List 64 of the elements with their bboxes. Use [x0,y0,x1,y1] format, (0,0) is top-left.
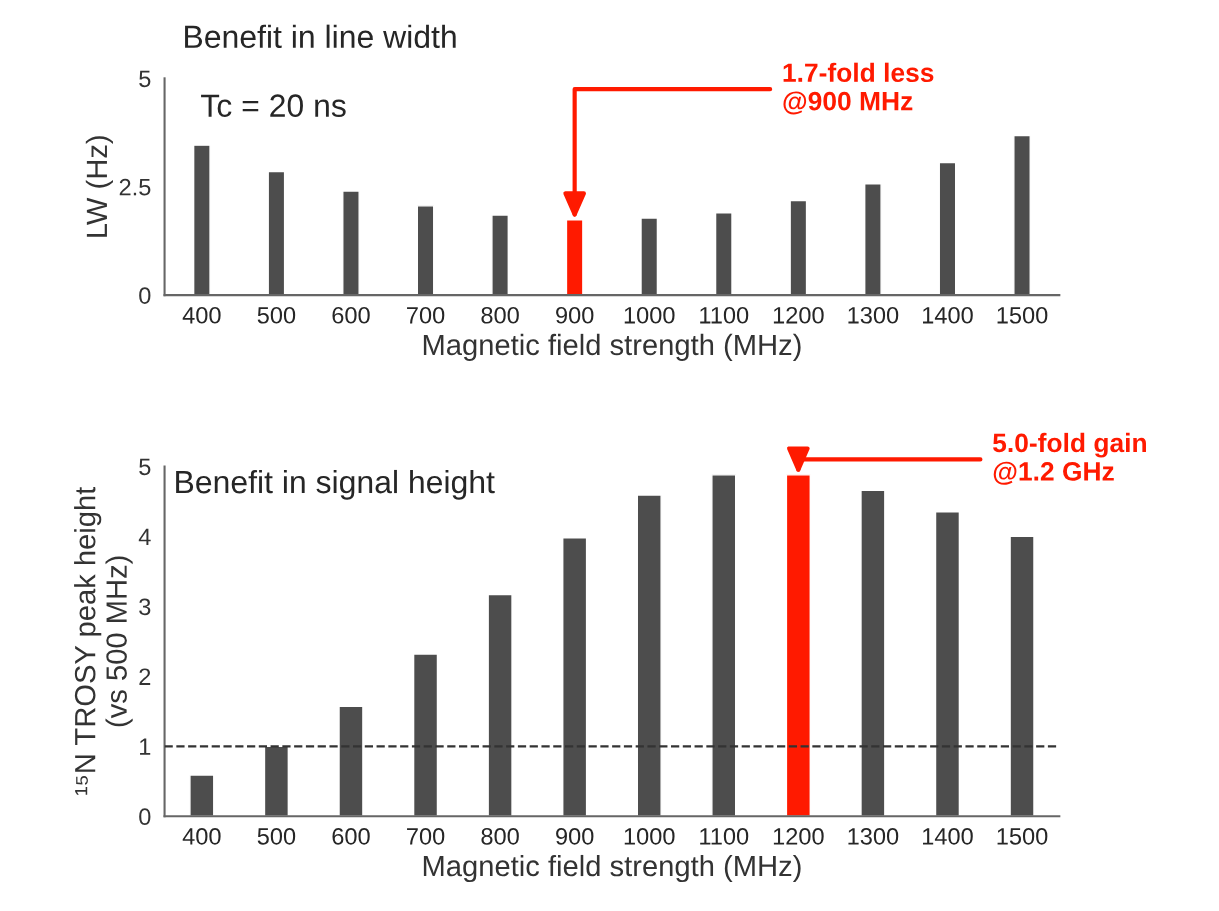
bar [714,212,733,296]
x-tick-label: 400 [182,827,221,845]
x-tick-label: 1500 [997,306,1048,324]
x-tick-label: 600 [332,306,370,324]
annotation: Tc = 20 ns [201,94,346,117]
bar [636,494,662,817]
x-axis-title: Magnetic field strength (MHz) [423,854,801,883]
x-tick-label: 900 [556,306,594,324]
bar [1009,535,1035,817]
bar [934,511,961,817]
x-tick-label: 500 [257,306,296,324]
x-tick-label: 1200 [773,827,824,845]
bar [938,161,957,296]
bar [562,537,588,817]
x-tick-label: 1300 [848,827,899,845]
y-tick-label: 5 [139,458,151,476]
y-tick-label: 5 [139,70,151,88]
x-tick-label: 1400 [923,306,973,324]
x-axis-title: Magnetic field strength (MHz) [423,333,801,362]
x-tick-label: 1100 [700,827,749,845]
y-tick-label: 4 [138,528,151,545]
x-tick-label: 1100 [700,306,749,324]
x-tick-label: 800 [481,306,519,324]
x-tick-label: 900 [556,827,594,845]
x-tick-label: 800 [481,827,519,845]
y-tick-label: 2.5 [119,178,151,196]
x-tick-label: 400 [182,306,221,324]
bar [640,217,659,296]
bar [864,183,882,296]
bar [860,489,886,817]
y-tick-label: 2 [139,668,151,685]
x-tick-label: 1000 [624,827,675,845]
bar [189,774,215,817]
bar [412,653,439,817]
y-tick-label: 0 [139,287,151,304]
x-tick-label: 1200 [773,306,824,324]
bar [342,190,360,296]
x-tick-label: 1000 [624,306,675,324]
bar [1013,134,1031,296]
bar [416,205,435,296]
y-tick-label: 0 [139,808,151,826]
x-tick-label: 1300 [848,306,899,324]
chart-title: Benefit in line width [185,24,456,49]
x-tick-label: 700 [407,306,445,324]
annotation: 1.7-fold less @900 MHz [783,62,934,115]
y-tick-label: 1 [140,738,151,755]
bar [263,745,290,817]
y-axis-title: ¹⁵N TROSY peak height (vs 500 MHz) [74,486,133,795]
x-tick-label: 1400 [923,827,973,845]
bar [789,199,808,296]
bar [267,170,286,296]
y-tick-label: 3 [139,598,151,616]
bar [487,593,513,817]
y-axis-title: LW (Hz) [85,136,113,237]
x-tick-label: 500 [257,827,296,845]
bar [491,214,509,296]
x-tick-label: 700 [407,827,445,845]
bar [338,705,364,817]
bar [711,474,737,817]
bar [192,144,211,296]
x-tick-label: 600 [332,827,370,845]
annotation: 5.0-fold gain @1.2 GHz [993,432,1146,485]
x-tick-label: 1500 [997,827,1048,845]
chart-title: Benefit in signal height [176,469,495,500]
